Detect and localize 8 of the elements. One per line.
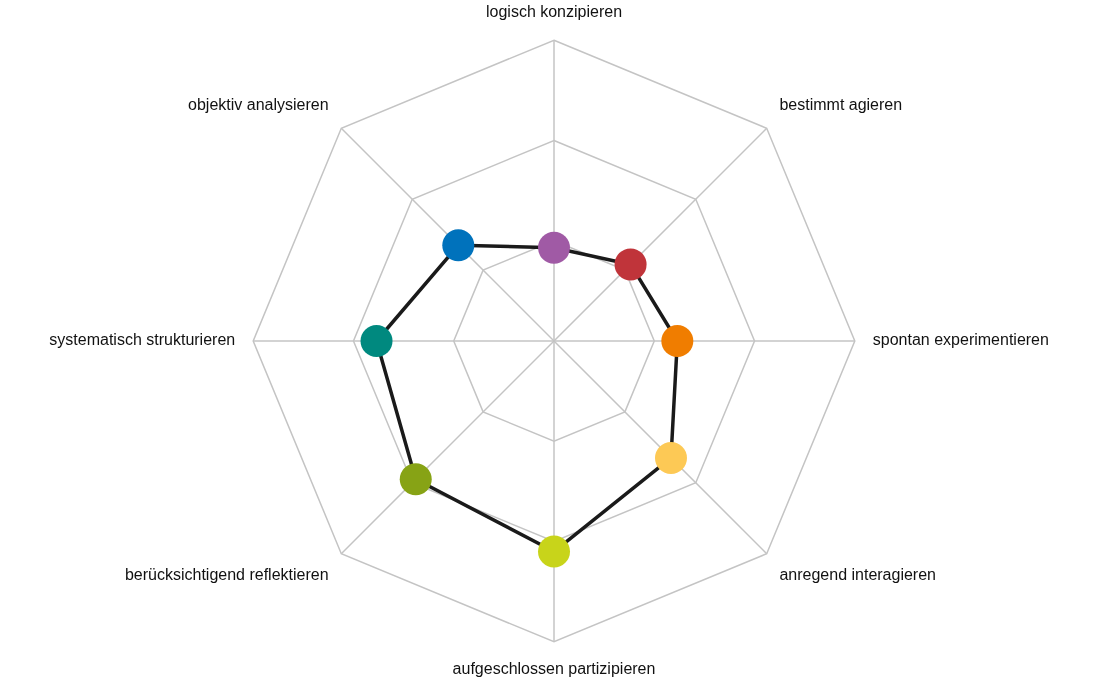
spoke-label: systematisch strukturieren — [49, 331, 236, 349]
spoke-label: aufgeschlossen partizipieren — [452, 659, 656, 677]
spoke-label: anregend interagieren — [779, 566, 936, 584]
spoke-label: logisch konzipieren — [485, 3, 623, 21]
spoke-label: berücksichtigend reflektieren — [124, 566, 329, 584]
spoke-label: bestimmt agieren — [779, 96, 903, 114]
spoke-label: objektiv analysieren — [188, 96, 329, 114]
spoke-label: spontan experimentieren — [872, 331, 1049, 349]
